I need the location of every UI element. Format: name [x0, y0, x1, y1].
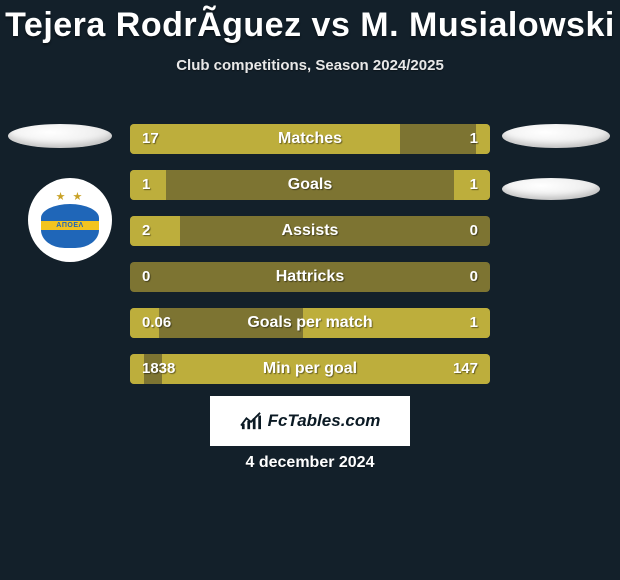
page-date: 4 december 2024: [0, 454, 620, 472]
page-title: Tejera RodrÃ­guez vs M. Musialowski: [0, 0, 620, 45]
page-subtitle: Club competitions, Season 2024/2025: [0, 57, 620, 74]
stat-row: 00Hattricks: [130, 262, 490, 292]
stat-label: Matches: [130, 124, 490, 154]
stat-label: Hattricks: [130, 262, 490, 292]
crest-icon: ΑΠΟΕΛ: [41, 204, 99, 248]
stat-bars: 171Matches 11Goals 20Assists 00Hattricks 0.0…: [130, 124, 490, 400]
chart-icon: [240, 411, 262, 431]
stat-row: 20Assists: [130, 216, 490, 246]
crest-text: ΑΠΟΕΛ: [41, 221, 99, 231]
stat-label: Assists: [130, 216, 490, 246]
placeholder-oval: [502, 124, 610, 148]
brand-badge: FcTables.com: [210, 396, 410, 446]
club-badge: ★ ★ ΑΠΟΕΛ: [28, 178, 112, 262]
placeholder-oval: [502, 178, 600, 200]
stat-row: 1838147Min per goal: [130, 354, 490, 384]
placeholder-oval: [8, 124, 112, 148]
stat-row: 11Goals: [130, 170, 490, 200]
brand-text: FcTables.com: [268, 411, 381, 431]
stat-label: Goals: [130, 170, 490, 200]
stat-row: 171Matches: [130, 124, 490, 154]
stat-row: 0.061Goals per match: [130, 308, 490, 338]
star-icon: ★ ★: [56, 192, 85, 203]
stat-label: Goals per match: [130, 308, 490, 338]
stat-label: Min per goal: [130, 354, 490, 384]
